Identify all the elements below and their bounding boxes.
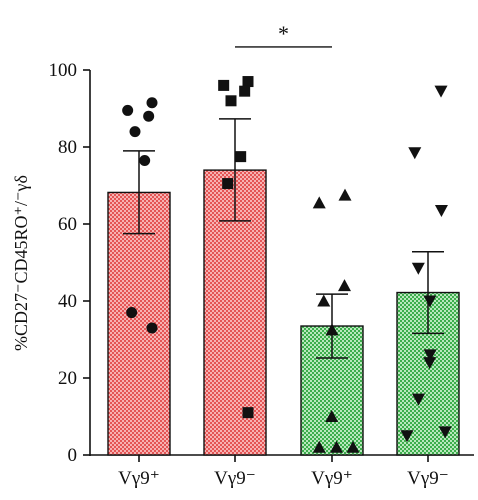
annotations-layer: * bbox=[235, 21, 332, 48]
data-point bbox=[129, 126, 141, 138]
data-point bbox=[126, 307, 138, 319]
x-axis: Vγ9⁺ Vγ9⁻ Vγ9⁺ Vγ9⁻ bbox=[90, 454, 474, 489]
data-point bbox=[222, 178, 234, 190]
y-tick-label: 100 bbox=[49, 60, 78, 81]
data-point bbox=[242, 407, 254, 419]
data-point bbox=[139, 154, 151, 166]
data-point bbox=[434, 205, 448, 218]
data-point bbox=[218, 79, 230, 91]
data-point bbox=[411, 262, 425, 275]
data-point bbox=[225, 95, 237, 107]
y-axis: 0 20 40 60 80 100 bbox=[49, 60, 91, 466]
x-tick-label: Vγ9⁺ bbox=[311, 468, 353, 489]
bars-layer bbox=[107, 169, 460, 456]
data-point bbox=[400, 430, 414, 443]
y-tick-label: 20 bbox=[58, 368, 77, 389]
data-point bbox=[146, 97, 158, 109]
significance-marker: * bbox=[278, 21, 289, 46]
data-point bbox=[143, 110, 155, 122]
data-point bbox=[312, 196, 326, 209]
x-tick-label: Vγ9⁻ bbox=[214, 468, 256, 489]
data-point bbox=[338, 188, 352, 201]
data-point bbox=[423, 349, 437, 362]
data-point bbox=[434, 85, 448, 98]
data-point bbox=[325, 410, 339, 422]
data-point bbox=[317, 294, 331, 307]
data-point bbox=[330, 440, 343, 453]
data-point bbox=[408, 147, 422, 160]
data-point bbox=[146, 322, 158, 334]
y-tick-label: 40 bbox=[58, 291, 77, 312]
data-point bbox=[235, 151, 247, 163]
y-axis-label: %CD27⁻CD45RO⁺/⁻γδ bbox=[11, 175, 31, 351]
y-tick-label: 60 bbox=[58, 214, 77, 235]
data-point bbox=[423, 295, 437, 308]
data-point bbox=[438, 426, 452, 439]
bar bbox=[107, 191, 171, 456]
data-point bbox=[412, 393, 426, 406]
y-tick-label: 80 bbox=[58, 137, 77, 158]
y-tick-label: 0 bbox=[68, 445, 78, 466]
data-point bbox=[242, 76, 254, 88]
x-tick-label: Vγ9⁻ bbox=[407, 468, 449, 489]
data-point bbox=[423, 357, 437, 370]
data-point bbox=[312, 440, 326, 453]
x-tick-label: Vγ9⁺ bbox=[118, 468, 160, 489]
data-point bbox=[338, 279, 351, 292]
points-layer bbox=[122, 76, 452, 453]
error-bars-layer bbox=[123, 118, 444, 359]
data-point bbox=[239, 85, 251, 97]
data-point bbox=[122, 104, 134, 116]
data-point bbox=[346, 440, 360, 453]
